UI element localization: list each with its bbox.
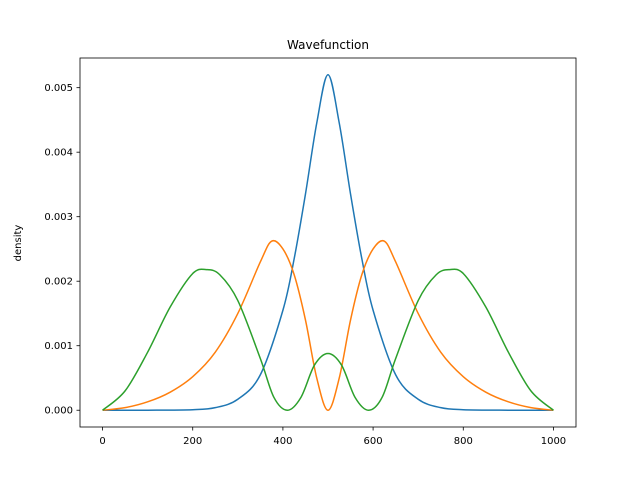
y-tick-label: 0.003 [44, 212, 73, 223]
series-line-1 [102, 74, 554, 411]
series-line-2 [102, 239, 554, 411]
series-line-3 [102, 268, 554, 411]
x-tick-label: 1000 [541, 436, 566, 447]
x-tick-label: 600 [364, 436, 383, 447]
x-tick-label: 800 [454, 436, 473, 447]
x-tick-label: 0 [99, 436, 105, 447]
chart-title: Wavefunction [287, 38, 369, 52]
y-axis-ticks: 0.000 0.001 0.002 0.003 0.004 0.005 [44, 83, 80, 417]
x-tick-label: 200 [183, 436, 202, 447]
x-axis-ticks: 0 200 400 600 800 1000 [99, 427, 566, 447]
y-tick-label: 0.000 [44, 406, 73, 417]
y-tick-label: 0.005 [44, 83, 73, 94]
x-tick-label: 400 [273, 436, 292, 447]
y-tick-label: 0.004 [44, 148, 73, 159]
y-tick-label: 0.001 [44, 341, 73, 352]
plot-series [102, 74, 554, 411]
y-axis-label: density [13, 225, 24, 262]
y-tick-label: 0.002 [44, 277, 73, 288]
plot-frame [79, 57, 577, 428]
